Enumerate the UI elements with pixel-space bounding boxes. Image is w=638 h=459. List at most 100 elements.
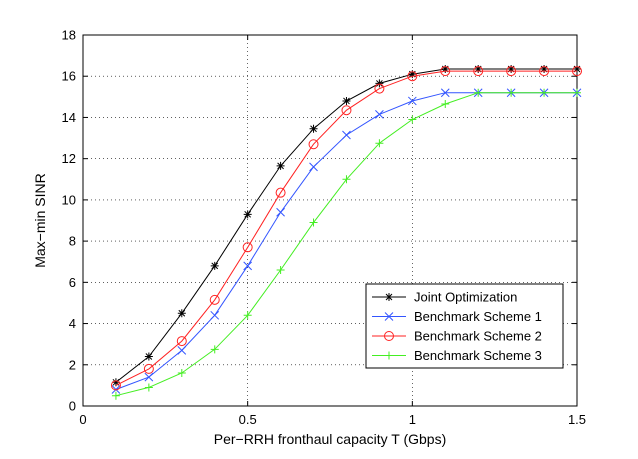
x-axis-label: Per−RRH fronthaul capacity T (Gbps) — [214, 431, 447, 447]
data-point-shape — [309, 218, 318, 227]
data-point-shape — [309, 162, 318, 172]
data-point — [243, 210, 252, 219]
data-point-shape — [474, 88, 483, 97]
data-point-shape — [572, 66, 582, 77]
data-point — [210, 345, 219, 354]
data-point-shape — [276, 207, 285, 217]
legend-label: Benchmark Scheme 3 — [414, 348, 542, 363]
data-point-shape — [309, 124, 318, 133]
data-point-shape — [243, 210, 252, 219]
data-point — [209, 294, 220, 305]
legend-marker — [385, 293, 393, 301]
series-1 — [111, 65, 581, 387]
y-tick-label: 14 — [62, 110, 76, 125]
data-point-shape — [342, 130, 351, 140]
data-point-shape — [407, 96, 417, 106]
legend-marker — [384, 331, 394, 341]
data-point — [474, 65, 483, 74]
data-point — [144, 352, 153, 361]
data-point — [506, 66, 517, 77]
legend-entry: Joint Optimization — [372, 290, 517, 305]
data-point — [441, 100, 450, 109]
data-point — [440, 88, 450, 98]
data-point — [375, 79, 384, 88]
series-lines — [110, 65, 582, 400]
data-point-shape — [539, 66, 550, 77]
data-point — [507, 65, 516, 74]
data-point-shape — [473, 66, 484, 77]
legend-entry: Benchmark Scheme 3 — [372, 348, 542, 363]
data-point — [276, 161, 285, 170]
data-point-shape — [177, 345, 187, 355]
legend-marker-shape — [384, 331, 394, 341]
data-point-shape — [507, 88, 516, 97]
legend-entry: Benchmark Scheme 1 — [372, 309, 542, 324]
series-3 — [110, 66, 582, 391]
y-tick-label: 10 — [62, 192, 76, 207]
data-point — [308, 139, 319, 150]
data-point-shape — [342, 175, 351, 184]
y-axis-label: Max−min SINR — [32, 173, 48, 268]
axis-ticks: 0 0.5 1 1.5 0 2 4 6 8 10 12 14 16 18 — [62, 28, 587, 428]
data-point — [440, 66, 451, 77]
data-point-shape — [540, 65, 549, 74]
data-point-shape — [441, 100, 450, 109]
data-point — [573, 88, 581, 97]
data-point — [408, 70, 417, 79]
data-point — [177, 345, 187, 355]
data-point-shape — [242, 242, 253, 253]
data-point-shape — [342, 96, 351, 105]
data-point-shape — [440, 66, 451, 77]
legend: Joint Optimization Benchmark Scheme 1 Benc… — [365, 283, 564, 369]
data-point — [441, 65, 450, 74]
data-point-shape — [375, 139, 384, 148]
x-tick-label: 1.5 — [568, 412, 586, 427]
data-point — [275, 187, 286, 198]
data-point-shape — [507, 65, 516, 74]
y-tick-label: 6 — [69, 275, 76, 290]
data-point — [210, 261, 219, 270]
data-point-shape — [176, 336, 187, 347]
data-point — [309, 162, 318, 172]
data-point — [573, 65, 581, 74]
series-line — [115, 70, 577, 386]
x-tick-label: 0 — [79, 412, 86, 427]
y-tick-label: 4 — [69, 316, 76, 331]
legend-label: Benchmark Scheme 1 — [414, 309, 542, 324]
data-point-shape — [177, 369, 186, 378]
series-4 — [111, 88, 581, 400]
data-point-shape — [375, 79, 384, 88]
data-point — [177, 369, 186, 378]
data-point — [341, 105, 352, 116]
y-tick-label: 0 — [69, 399, 76, 414]
data-point-shape — [111, 378, 120, 387]
data-point-shape — [540, 88, 549, 97]
data-point-shape — [474, 65, 483, 74]
legend-entry: Benchmark Scheme 2 — [372, 329, 542, 344]
data-point-shape — [441, 65, 450, 74]
data-point-shape — [573, 65, 581, 74]
data-point-shape — [407, 71, 418, 82]
data-point-shape — [408, 115, 417, 124]
data-point — [407, 71, 418, 82]
data-point — [474, 88, 483, 97]
y-tick-label: 8 — [69, 234, 76, 249]
legend-marker — [384, 312, 394, 321]
data-point — [407, 96, 417, 106]
data-point — [143, 363, 154, 374]
data-point — [210, 310, 220, 320]
data-point — [144, 383, 153, 392]
data-point-shape — [111, 391, 120, 400]
data-point-shape — [177, 309, 186, 318]
data-point — [144, 372, 154, 382]
data-point-shape — [210, 261, 219, 270]
data-point-shape — [210, 345, 219, 354]
x-tick-label: 0.5 — [239, 412, 257, 427]
data-point — [375, 109, 384, 119]
data-point — [242, 242, 253, 253]
data-point-shape — [375, 109, 384, 119]
data-point-shape — [243, 311, 252, 320]
data-point — [309, 124, 318, 133]
data-point-shape — [440, 88, 450, 98]
